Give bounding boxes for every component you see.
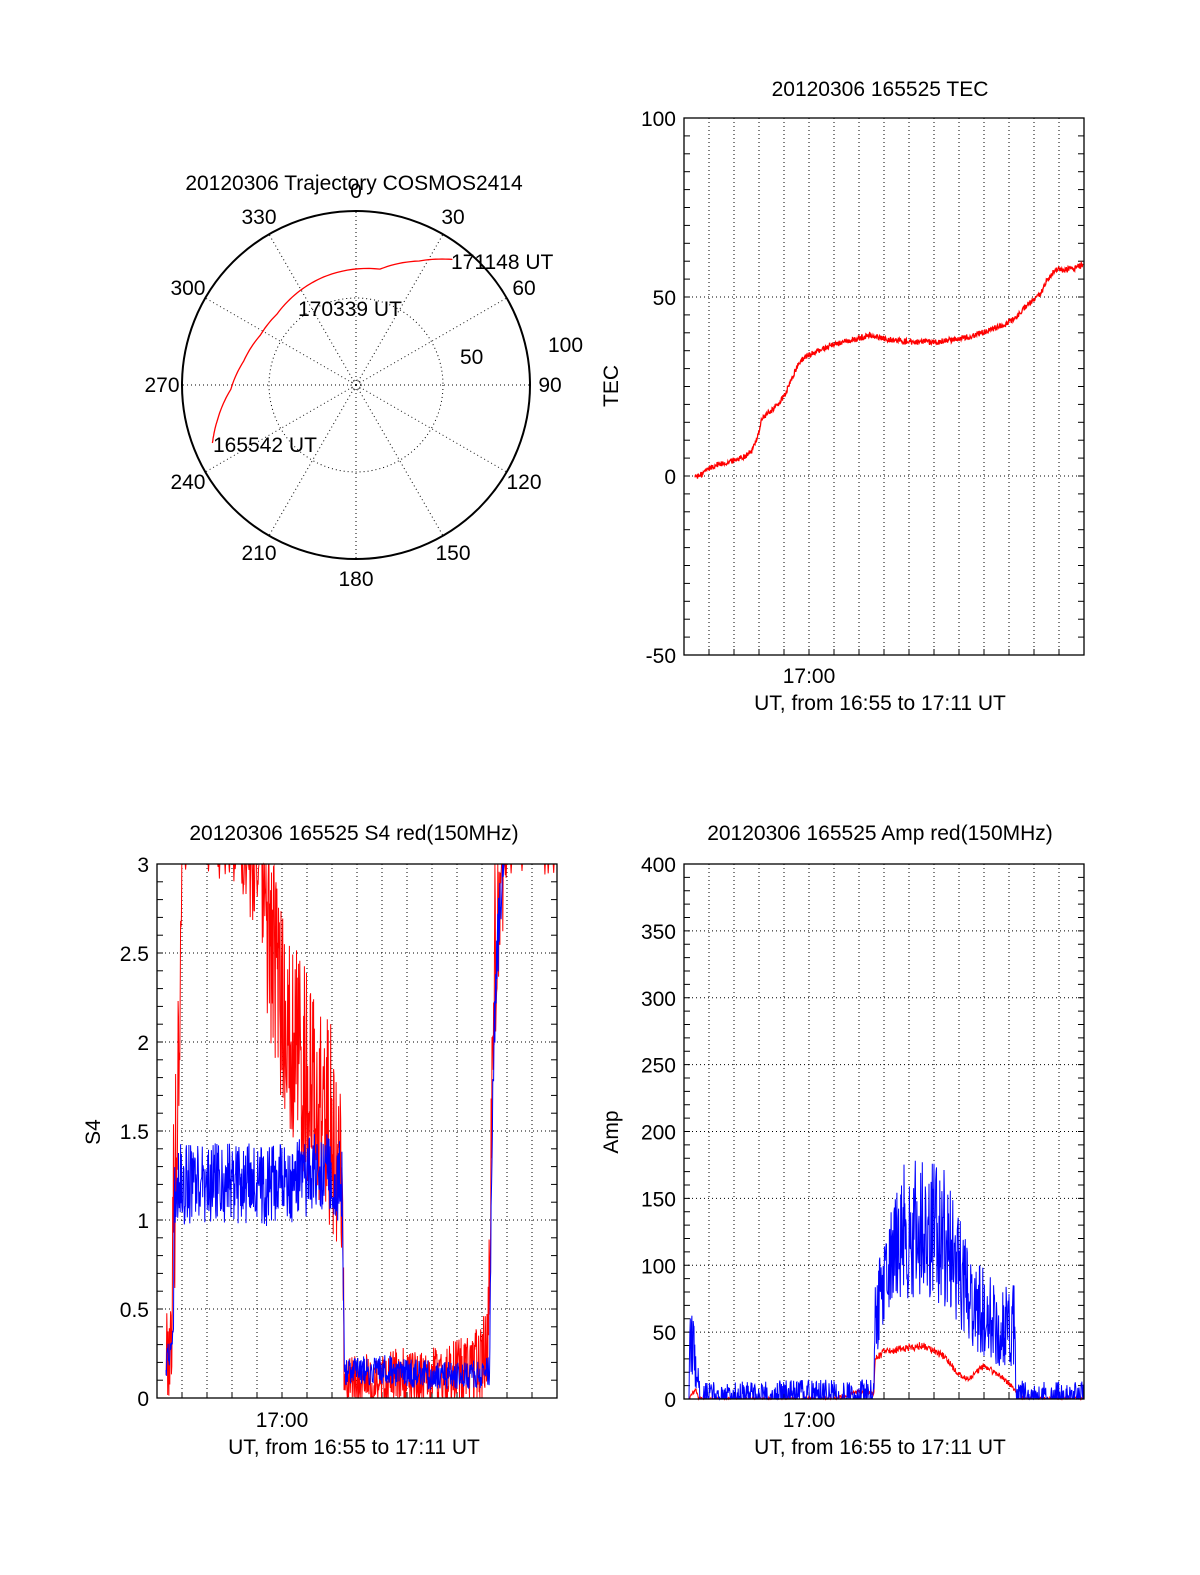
s4-y-label: S4 <box>82 1119 105 1145</box>
polar-angle-label: 330 <box>241 206 276 229</box>
amp-y-tick-label: 150 <box>641 1188 676 1211</box>
tec-title: 20120306 165525 TEC <box>772 78 989 101</box>
tec-x-tick-label: 17:00 <box>783 665 836 688</box>
polar-title: 20120306 Trajectory COSMOS2414 <box>185 172 523 195</box>
amp-y-tick-label: 200 <box>641 1122 676 1145</box>
s4-grid <box>157 863 557 1399</box>
amp-x-tick-label: 17:00 <box>783 1409 836 1432</box>
amp-y-tick-label: 350 <box>641 921 676 944</box>
s4-plot-frame <box>156 863 558 1399</box>
tec-x-label: UT, from 16:55 to 17:11 UT <box>754 692 1006 715</box>
amp-series <box>688 1160 1085 1401</box>
s4-y-tick-label: 1 <box>137 1210 149 1233</box>
polar-spoke <box>355 297 507 386</box>
polar-angle-label: 60 <box>512 277 535 300</box>
tec-plot-frame <box>683 117 1085 656</box>
amp-y-tick-label: 300 <box>641 988 676 1011</box>
tec-y-tick-label: 0 <box>664 466 676 489</box>
s4-series-blue <box>165 863 557 1391</box>
polar-angle-label: 240 <box>170 471 205 494</box>
tec-y-tick-label: -50 <box>646 645 676 668</box>
polar-angle-label: 120 <box>506 471 541 494</box>
polar-angle-label: 270 <box>144 374 179 397</box>
amp-panel: 20120306 165525 Amp red(150MHz) 0 50 100 15… <box>600 822 1085 1459</box>
polar-spoke <box>355 384 507 473</box>
amp-y-label: Amp <box>600 1110 623 1153</box>
s4-y-tick-labels: 0 0.5 1 1.5 2 2.5 3 <box>120 854 149 1411</box>
s4-y-tick-label: 2 <box>137 1032 149 1055</box>
polar-ring-50 <box>268 297 444 473</box>
tec-panel: 20120306 165525 TEC -50 0 50 100 17:00 UT, … <box>600 78 1085 715</box>
polar-angle-label: 210 <box>241 542 276 565</box>
amp-y-tick-label: 400 <box>641 854 676 877</box>
annotation-end: 171148 UT <box>451 251 554 274</box>
polar-angle-label: 180 <box>338 568 373 591</box>
polar-angle-label: 0 <box>350 180 362 203</box>
amp-y-tick-label: 250 <box>641 1055 676 1078</box>
polar-spoke <box>268 234 357 386</box>
s4-y-tick-label: 0.5 <box>120 1299 149 1322</box>
polar-grid <box>181 210 531 560</box>
polar-radial-label-50: 50 <box>460 346 483 369</box>
s4-y-tick-label: 0 <box>137 1388 149 1411</box>
amp-plot-frame <box>683 863 1085 1400</box>
polar-angle-label: 30 <box>441 206 464 229</box>
amp-y-tick-labels: 0 50 100 150 200 250 300 350 400 <box>641 854 676 1412</box>
annotation-middle: 170339 UT <box>298 298 402 321</box>
s4-y-tick-label: 3 <box>137 854 149 877</box>
tec-y-tick-label: 50 <box>653 287 676 310</box>
polar-spoke <box>205 297 357 386</box>
polar-panel: 20120306 Trajectory COSMOS2414 0 30 60 90 12… <box>144 172 583 591</box>
amp-y-tick-label: 100 <box>641 1255 676 1278</box>
tec-y-tick-label: 100 <box>641 108 676 131</box>
s4-x-tick-label: 17:00 <box>256 1409 309 1432</box>
polar-angle-label: 150 <box>435 542 470 565</box>
amp-y-tick-label: 50 <box>653 1322 676 1345</box>
tec-y-label: TEC <box>600 365 623 407</box>
annotation-start: 165542 UT <box>213 434 317 457</box>
amp-y-tick-label: 0 <box>664 1389 676 1412</box>
polar-spoke <box>268 384 357 536</box>
polar-angle-label: 90 <box>538 374 561 397</box>
amp-x-label: UT, from 16:55 to 17:11 UT <box>754 1436 1006 1459</box>
s4-panel: 20120306 165525 S4 red(150MHz) 0 0.5 1 1.5 2… <box>82 822 558 1459</box>
polar-spoke <box>205 384 357 473</box>
polar-spoke <box>355 384 444 536</box>
amp-title: 20120306 165525 Amp red(150MHz) <box>707 822 1053 845</box>
polar-outer-circle <box>181 210 531 560</box>
tec-series <box>694 260 1084 479</box>
polar-radial-label-100: 100 <box>548 334 583 357</box>
trajectory-line <box>211 258 453 444</box>
tec-y-tick-labels: -50 0 50 100 <box>641 108 676 668</box>
s4-y-tick-label: 1.5 <box>120 1121 149 1144</box>
tec-grid <box>684 117 1084 656</box>
amp-series-blue <box>688 1160 1085 1401</box>
s4-title: 20120306 165525 S4 red(150MHz) <box>189 822 518 845</box>
s4-y-tick-label: 2.5 <box>120 943 149 966</box>
polar-angle-label: 300 <box>170 277 205 300</box>
s4-x-label: UT, from 16:55 to 17:11 UT <box>228 1436 480 1459</box>
tec-series-TEC <box>694 260 1084 479</box>
polar-angle-labels: 0 30 60 90 120 150 180 210 240 270 300 330 <box>144 180 561 591</box>
